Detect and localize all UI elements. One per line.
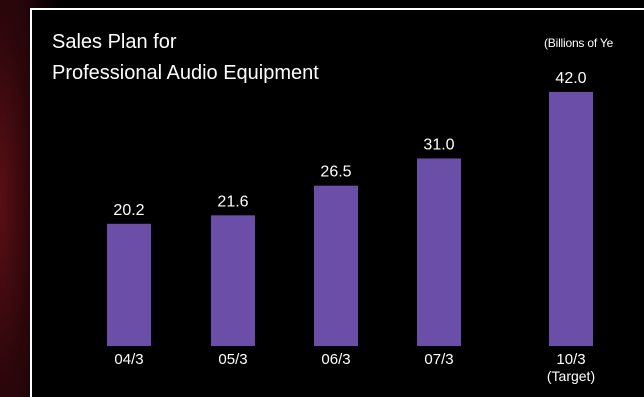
bar-06/3 (314, 185, 358, 346)
value-label-07/3: 31.0 (423, 136, 454, 153)
bar-04/3 (107, 223, 151, 346)
value-label-10/3: 42.0 (555, 70, 586, 87)
category-label-10/3: 10/3 (556, 351, 585, 368)
category-label-06/3: 06/3 (321, 351, 350, 368)
category-label-05/3: 05/3 (218, 351, 247, 368)
bar-10/3 (549, 91, 593, 347)
bar-05/3 (211, 215, 255, 346)
category-label-07/3: 07/3 (424, 351, 453, 368)
unit-label: (Billions of Ye (544, 36, 614, 50)
value-label-04/3: 20.2 (113, 202, 144, 219)
category-label-04/3: 04/3 (114, 351, 143, 368)
bar-07/3 (417, 158, 461, 346)
value-label-05/3: 21.6 (217, 193, 248, 210)
value-label-06/3: 26.5 (320, 164, 351, 181)
category-sublabel-10/3: (Target) (547, 368, 595, 384)
chart-title-line-1: Sales Plan for (52, 31, 177, 53)
chart-title-line-2: Professional Audio Equipment (52, 62, 319, 84)
